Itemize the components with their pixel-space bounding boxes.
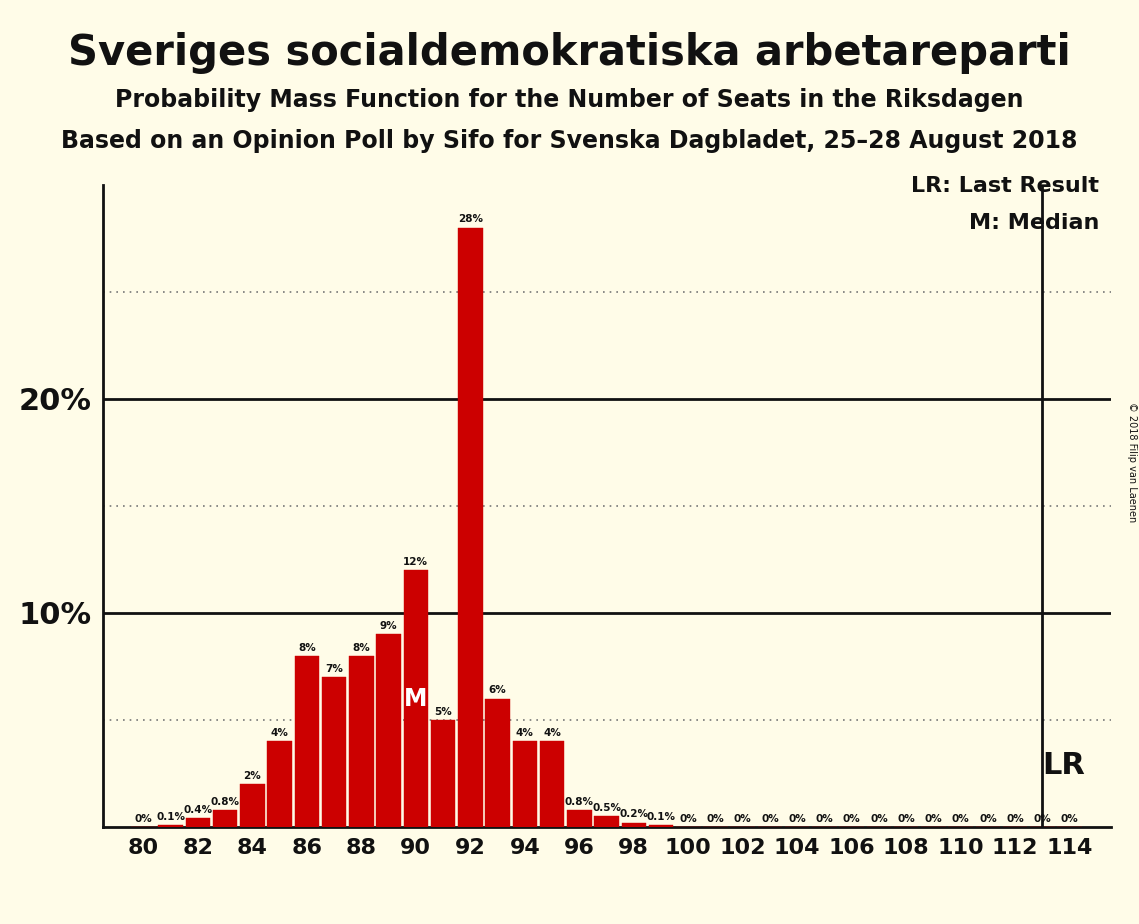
Bar xyxy=(485,699,510,827)
Text: 4%: 4% xyxy=(543,728,562,738)
Text: 0%: 0% xyxy=(1033,814,1051,824)
Text: © 2018 Filip van Laenen: © 2018 Filip van Laenen xyxy=(1126,402,1137,522)
Text: 0%: 0% xyxy=(843,814,861,824)
Text: 0%: 0% xyxy=(679,814,697,824)
Bar xyxy=(595,816,618,827)
Text: 8%: 8% xyxy=(352,642,370,652)
Text: 4%: 4% xyxy=(271,728,288,738)
Text: 4%: 4% xyxy=(516,728,534,738)
Text: M: Median: M: Median xyxy=(969,213,1099,233)
Text: 0.1%: 0.1% xyxy=(647,811,675,821)
Text: 0%: 0% xyxy=(706,814,724,824)
Text: 12%: 12% xyxy=(403,557,428,567)
Bar xyxy=(458,227,483,827)
Text: 7%: 7% xyxy=(325,664,343,674)
Text: 0%: 0% xyxy=(134,814,153,824)
Bar xyxy=(540,741,564,827)
Bar xyxy=(322,677,346,827)
Text: 5%: 5% xyxy=(434,707,452,717)
Text: 0%: 0% xyxy=(870,814,887,824)
Bar xyxy=(158,825,183,827)
Text: LR: LR xyxy=(1042,751,1085,781)
Text: 0%: 0% xyxy=(952,814,969,824)
Bar xyxy=(240,784,264,827)
Text: 0.4%: 0.4% xyxy=(183,805,213,815)
Text: Sveriges socialdemokratiska arbetareparti: Sveriges socialdemokratiska arbetarepart… xyxy=(68,32,1071,74)
Bar xyxy=(186,819,210,827)
Bar xyxy=(431,720,456,827)
Text: 0%: 0% xyxy=(1060,814,1079,824)
Text: 0.8%: 0.8% xyxy=(565,796,593,807)
Bar xyxy=(295,656,319,827)
Bar xyxy=(213,809,237,827)
Text: 8%: 8% xyxy=(298,642,316,652)
Text: 0%: 0% xyxy=(980,814,997,824)
Text: 0%: 0% xyxy=(816,814,834,824)
Text: M: M xyxy=(404,687,427,711)
Bar xyxy=(349,656,374,827)
Bar xyxy=(622,822,646,827)
Bar xyxy=(403,570,428,827)
Text: 0.1%: 0.1% xyxy=(156,811,186,821)
Text: 0%: 0% xyxy=(734,814,752,824)
Bar xyxy=(513,741,538,827)
Text: 28%: 28% xyxy=(458,214,483,225)
Text: 0%: 0% xyxy=(788,814,806,824)
Bar xyxy=(376,634,401,827)
Bar xyxy=(567,809,591,827)
Text: 0%: 0% xyxy=(1006,814,1024,824)
Text: 0%: 0% xyxy=(761,814,779,824)
Text: 0.2%: 0.2% xyxy=(620,809,648,820)
Bar xyxy=(649,825,673,827)
Text: 0%: 0% xyxy=(925,814,942,824)
Text: 6%: 6% xyxy=(489,686,507,696)
Text: Probability Mass Function for the Number of Seats in the Riksdagen: Probability Mass Function for the Number… xyxy=(115,88,1024,112)
Text: 2%: 2% xyxy=(244,771,261,781)
Text: 0%: 0% xyxy=(898,814,915,824)
Text: LR: Last Result: LR: Last Result xyxy=(911,176,1099,196)
Text: 0.8%: 0.8% xyxy=(211,796,239,807)
Bar xyxy=(268,741,292,827)
Text: Based on an Opinion Poll by Sifo for Svenska Dagbladet, 25–28 August 2018: Based on an Opinion Poll by Sifo for Sve… xyxy=(62,129,1077,153)
Text: 9%: 9% xyxy=(379,621,398,631)
Text: 0.5%: 0.5% xyxy=(592,803,621,813)
